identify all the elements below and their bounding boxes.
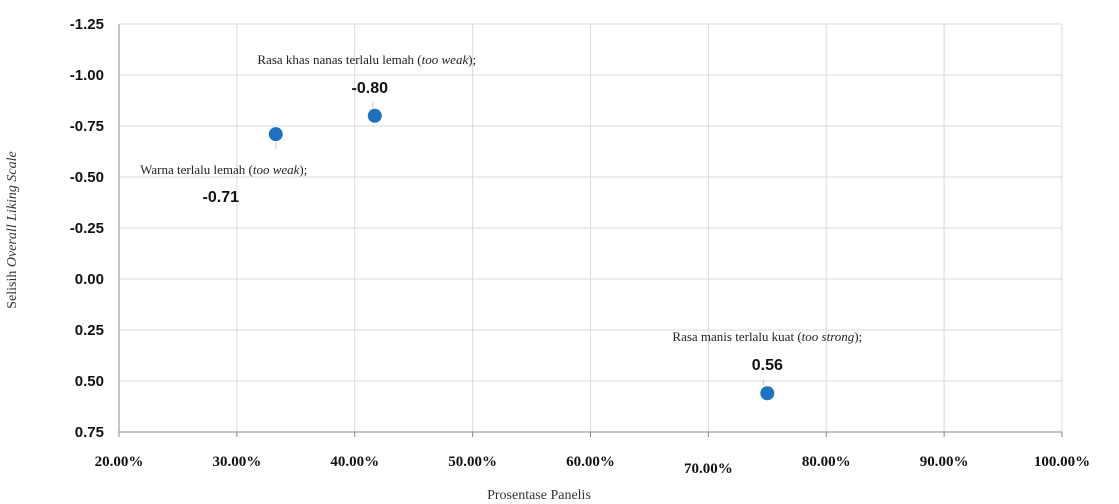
point-label: Rasa khas nanas terlalu lemah (too weak)… <box>257 52 476 67</box>
x-tick-label: 90.00% <box>920 454 969 470</box>
x-tick-label: 30.00% <box>213 454 262 470</box>
x-axis-title: Prosentase Panelis <box>487 488 591 503</box>
x-tick-label: 40.00% <box>330 454 379 470</box>
y-tick-label: 0.00 <box>75 271 104 288</box>
point-label: Rasa manis terlalu kuat (too strong); <box>672 329 862 344</box>
x-tick-label: 20.00% <box>95 454 144 470</box>
x-tick-label: 70.00% <box>684 461 733 477</box>
x-tick-label: 100.00% <box>1034 454 1090 470</box>
gridlines <box>119 23 1063 432</box>
point-label-end: ); <box>299 162 307 177</box>
y-tick-label: -1.25 <box>70 16 104 33</box>
point-label-italic: too weak <box>253 162 300 177</box>
point-label-italic: too strong <box>802 329 855 344</box>
y-tick-label: -0.25 <box>70 220 104 237</box>
y-tick-label: 0.75 <box>75 424 104 441</box>
data-point <box>367 108 382 123</box>
y-tick-label: 0.50 <box>75 373 104 390</box>
x-tick-label: 80.00% <box>802 454 851 470</box>
value-label: -0.80 <box>352 80 389 97</box>
point-label-text: Rasa manis terlalu kuat ( <box>672 329 801 344</box>
y-axis-title-prefix: Selisih <box>5 267 20 309</box>
point-label-end: ); <box>854 329 862 344</box>
y-tick-label: -0.50 <box>70 169 104 186</box>
y-tick-label: 0.25 <box>75 322 104 339</box>
y-tick-label: -1.00 <box>70 67 104 84</box>
value-label: 0.56 <box>752 357 783 374</box>
point-label-italic: too weak <box>422 52 469 67</box>
point-label-text: Rasa khas nanas terlalu lemah ( <box>257 52 421 67</box>
y-tick-labels: -1.25 -1.00 -0.75 -0.50 -0.25 0.00 0.25 0.50 0.7… <box>70 16 104 441</box>
y-axis-title: Selisih Overall Liking Scale <box>5 151 20 309</box>
data-labels: Warna terlalu lemah (too weak);-0.71Rasa… <box>140 52 862 386</box>
data-points <box>268 108 775 401</box>
x-tick-label: 50.00% <box>448 454 497 470</box>
data-point <box>268 127 283 142</box>
value-label: -0.71 <box>203 189 240 206</box>
point-label-text: Warna terlalu lemah ( <box>140 162 253 177</box>
data-point <box>760 386 775 401</box>
axes <box>118 24 1063 437</box>
y-tick-label: -0.75 <box>70 118 104 135</box>
point-label: Warna terlalu lemah (too weak); <box>140 162 307 177</box>
x-tick-label: 60.00% <box>566 454 615 470</box>
point-label-end: ); <box>468 52 476 67</box>
x-tick-labels: 20.00% 30.00% 40.00% 50.00% 60.00% 70.00% 80.0… <box>95 454 1091 477</box>
y-axis-title-italic: Overall Liking Scale <box>5 151 20 267</box>
